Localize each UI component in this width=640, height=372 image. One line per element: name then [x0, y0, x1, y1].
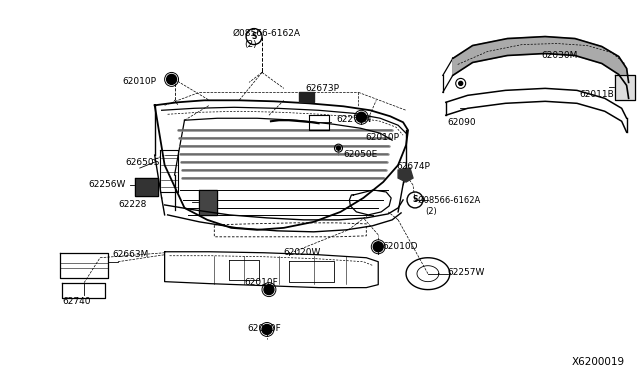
Circle shape [166, 74, 177, 84]
Polygon shape [508, 36, 545, 55]
Text: 62050E: 62050E [344, 150, 378, 159]
Text: (2): (2) [425, 207, 436, 216]
Text: 62257W: 62257W [448, 268, 485, 277]
Polygon shape [452, 45, 472, 76]
Text: 62278N: 62278N [337, 115, 372, 124]
Text: 62256W: 62256W [88, 180, 125, 189]
Text: 62673P: 62673P [306, 84, 340, 93]
Text: 62010F: 62010F [244, 278, 278, 287]
Text: 62090: 62090 [448, 118, 476, 127]
Text: 62010D: 62010D [382, 242, 418, 251]
Circle shape [264, 285, 274, 295]
Polygon shape [602, 46, 619, 74]
Text: S: S [252, 32, 257, 41]
Text: 62650S: 62650S [125, 158, 159, 167]
Text: 62663M: 62663M [112, 250, 148, 259]
Circle shape [356, 112, 366, 122]
Polygon shape [619, 57, 627, 86]
Text: 62010P: 62010P [365, 133, 399, 142]
Text: X6200019: X6200019 [572, 357, 625, 368]
Polygon shape [299, 92, 314, 102]
Text: 62740: 62740 [62, 296, 91, 305]
Polygon shape [398, 168, 413, 182]
Text: 62010F: 62010F [247, 324, 281, 333]
Text: 62228: 62228 [118, 200, 147, 209]
Polygon shape [135, 178, 157, 196]
Text: Ø08566-6162A: Ø08566-6162A [418, 196, 481, 205]
Polygon shape [614, 76, 635, 100]
Polygon shape [575, 39, 602, 64]
Circle shape [373, 242, 383, 252]
Text: 62674P: 62674P [396, 162, 430, 171]
Circle shape [262, 324, 272, 334]
Text: S: S [412, 195, 418, 205]
Polygon shape [545, 36, 575, 55]
Text: 62020W: 62020W [284, 248, 321, 257]
Polygon shape [627, 68, 628, 98]
Text: Ø08566-6162A: Ø08566-6162A [232, 29, 300, 38]
Circle shape [459, 81, 463, 86]
Polygon shape [472, 39, 508, 62]
Text: 62010P: 62010P [122, 77, 156, 86]
Circle shape [337, 146, 340, 150]
Polygon shape [200, 190, 218, 215]
Text: (2): (2) [244, 39, 257, 49]
Text: 62011B: 62011B [579, 90, 614, 99]
Text: 62030M: 62030M [541, 51, 577, 60]
